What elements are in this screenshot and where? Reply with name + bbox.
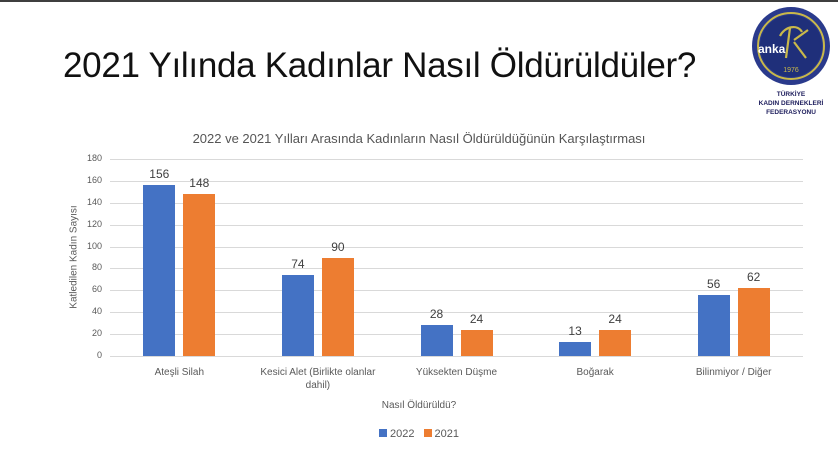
gridline — [110, 247, 803, 248]
data-label: 28 — [429, 307, 444, 322]
gridline — [110, 334, 803, 335]
data-label: 90 — [331, 239, 345, 254]
logo-emblem-icon: anka 1976 — [752, 7, 830, 85]
y-tick-label: 160 — [86, 175, 102, 185]
x-category-label: Kesici Alet (Birlikte olanlar dahil) — [260, 367, 376, 391]
y-axis-label: Katledilen Kadın Sayısı — [68, 205, 80, 309]
bar-2022 — [420, 325, 453, 356]
data-label: 62 — [747, 270, 761, 285]
data-label: 74 — [291, 257, 305, 271]
y-tick-label: 100 — [86, 241, 102, 251]
y-tick-label: 20 — [91, 328, 102, 338]
y-tick-label: 120 — [86, 219, 102, 229]
legend-item-2022: 2022 — [378, 428, 415, 440]
svg-text:1976: 1976 — [783, 67, 799, 74]
bar-2021 — [183, 194, 216, 356]
gridline — [110, 159, 803, 160]
x-category-label: Yüksekten Düşme — [415, 367, 498, 378]
data-label: 56 — [707, 276, 721, 291]
y-tick-label: 180 — [86, 153, 102, 163]
bar-2022 — [559, 341, 592, 356]
bar-2022 — [697, 294, 730, 356]
gridline — [110, 290, 803, 291]
slide-title: 2021 Yılında Kadınlar Nasıl Öldürüldüler… — [63, 46, 697, 85]
bar-2021 — [737, 288, 770, 356]
top-border — [0, 0, 838, 2]
chart-title: 2022 ve 2021 Yılları Arasında Kadınların… — [192, 131, 646, 146]
data-label: 24 — [608, 311, 622, 326]
svg-text:anka: anka — [758, 42, 786, 56]
legend-item-2021: 2021 — [423, 428, 460, 440]
legend-swatch-2022 — [378, 429, 387, 437]
data-label: 148 — [189, 176, 210, 191]
data-label: 13 — [568, 323, 582, 338]
legend-label-2022: 2022 — [389, 428, 415, 440]
y-tick-label: 40 — [91, 306, 102, 316]
logo-line-2: KADIN DERNEKLERİ — [758, 100, 824, 107]
y-tick-label: 80 — [91, 262, 102, 272]
gridline — [110, 268, 803, 269]
data-label: 156 — [149, 167, 170, 182]
bar-2021 — [321, 257, 354, 356]
logo-line-1: TÜRKİYE — [776, 91, 806, 98]
gridline — [110, 312, 803, 313]
x-category-label: Ateşli Silah — [154, 367, 205, 378]
legend: 2022 2021 — [0, 428, 838, 440]
gridline — [110, 225, 803, 226]
x-category-label: Boğarak — [576, 367, 614, 378]
y-tick-label: 60 — [91, 284, 102, 294]
federation-logo: anka 1976 TÜRKİYE KADIN DERNEKLERİ FEDER… — [750, 6, 832, 122]
x-category-label: Bilinmiyor / Diğer — [695, 367, 772, 378]
data-label: 24 — [469, 311, 484, 326]
bar-2021 — [599, 329, 632, 356]
y-tick-label: 140 — [86, 197, 102, 207]
bar-2022 — [143, 185, 176, 356]
legend-label-2021: 2021 — [434, 428, 460, 440]
bar-2022 — [281, 275, 314, 356]
gridline — [110, 203, 803, 204]
legend-swatch-2021 — [423, 429, 432, 437]
gridline — [110, 356, 803, 357]
y-tick-label: 0 — [96, 350, 102, 360]
x-axis-label: Nasıl Öldürüldü? — [381, 400, 457, 411]
bar-2021 — [460, 329, 493, 356]
logo-line-3: FEDERASYONU — [766, 109, 816, 116]
gridline — [110, 181, 803, 182]
